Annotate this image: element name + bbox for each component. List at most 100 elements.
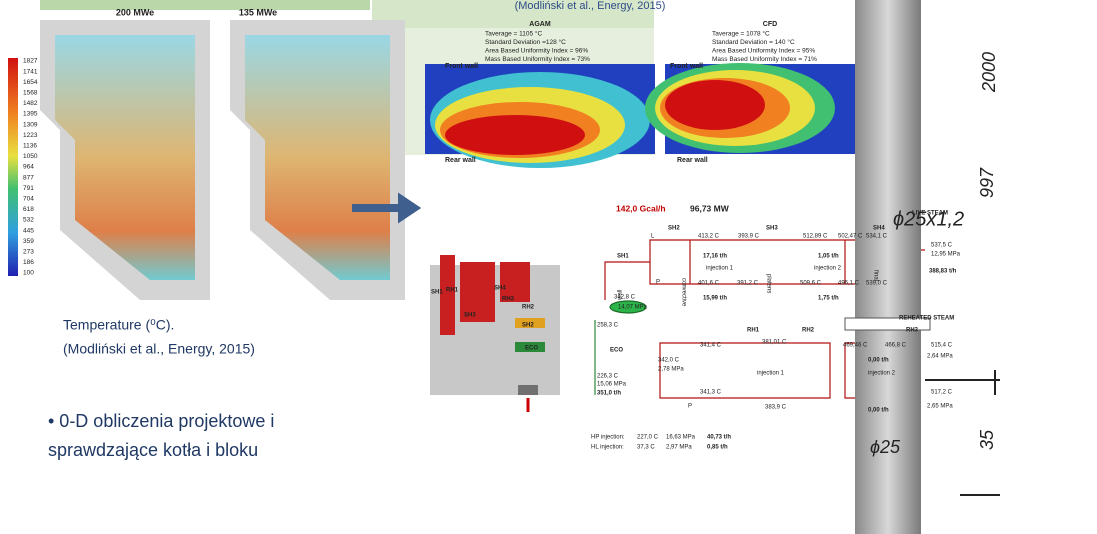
flow-label: injection 1 bbox=[706, 266, 734, 272]
component-label: RH2 bbox=[522, 305, 535, 311]
flow-label: injection 1 bbox=[757, 371, 785, 377]
stat: Taverage = 1078 °C bbox=[712, 30, 770, 38]
flow-label: 1,05 t/h bbox=[818, 254, 839, 260]
flow-label: SH1 bbox=[617, 254, 629, 260]
flow-label: 534,1 C bbox=[866, 234, 888, 240]
colorbar-label: 1654 bbox=[23, 79, 38, 86]
colorbar-label: 791 bbox=[23, 185, 34, 192]
dimension: ϕ25 bbox=[870, 437, 901, 457]
flow-label: 341,4 C bbox=[700, 343, 722, 349]
colorbar-label: 1482 bbox=[23, 100, 38, 107]
flow-label: 342,8 C bbox=[614, 295, 636, 301]
boiler-images bbox=[8, 20, 405, 300]
flow-label: 502,47 C bbox=[838, 234, 863, 240]
flow-label: convective bbox=[680, 278, 686, 307]
flow-label: RH2 bbox=[802, 328, 815, 334]
colorbar-label: 273 bbox=[23, 249, 34, 256]
caption: Temperature (⁰C). bbox=[63, 317, 174, 333]
slide: 200 MWe135 MWe18271741165415681482139513… bbox=[0, 0, 1097, 534]
flow-label: 351,0 t/h bbox=[597, 391, 621, 397]
flow-label: 12,95 MPa bbox=[931, 252, 961, 258]
flow-label: 466,8 C bbox=[885, 343, 907, 349]
flow-label: RH3 bbox=[906, 328, 919, 334]
flow-label: injection 2 bbox=[868, 371, 896, 377]
dimension: ϕ25x1,2 bbox=[893, 208, 964, 230]
colorbar-label: 1568 bbox=[23, 90, 38, 97]
flow-label: 342,0 C bbox=[658, 358, 680, 364]
stat: Mass Based Uniformity Index = 71% bbox=[712, 56, 817, 63]
technical-drawing bbox=[845, 0, 1000, 534]
flow-label: 509,6 C bbox=[800, 281, 822, 287]
caption: (Modliński et al., Energy, 2015) bbox=[515, 0, 666, 12]
panel-title: CFD bbox=[763, 21, 777, 28]
flow-label: 0,00 t/h bbox=[868, 358, 889, 364]
dimension: 35 bbox=[977, 429, 997, 450]
flow-label: 40,73 t/h bbox=[707, 435, 731, 441]
component-label: RH3 bbox=[502, 297, 515, 303]
colorbar-label: 1223 bbox=[23, 132, 38, 139]
colorbar-label: 359 bbox=[23, 238, 34, 245]
flow-label: 2,64 MPa bbox=[927, 354, 953, 360]
flow-label: 17,16 t/h bbox=[703, 254, 727, 260]
stat: Taverage = 1105 °C bbox=[485, 30, 543, 38]
flow-label: final bbox=[872, 270, 878, 281]
page: 200 MWe135 MWe18271741165415681482139513… bbox=[0, 0, 1097, 534]
flow-label: 2,65 MPa bbox=[927, 404, 953, 410]
colorbar-label: 1136 bbox=[23, 143, 37, 150]
colorbar-label: 532 bbox=[23, 217, 34, 224]
flow-label: 0,85 t/h bbox=[707, 445, 728, 451]
colorbar-label: 100 bbox=[23, 270, 34, 277]
colorbar-label: 1050 bbox=[23, 153, 38, 160]
flow-label: 15,99 t/h bbox=[703, 296, 727, 302]
component-label: ECO bbox=[525, 346, 538, 352]
flow-label: 539,0 C bbox=[866, 281, 888, 287]
flow-label: 383,9 C bbox=[765, 405, 787, 411]
flow-label: 496,1 C bbox=[838, 281, 860, 287]
flow-label: 517,2 C bbox=[931, 390, 953, 396]
stat: Area Based Uniformity Index = 96% bbox=[485, 48, 588, 55]
flow-label: SH2 bbox=[668, 226, 680, 232]
flow-label: HP injection: bbox=[591, 435, 625, 441]
stat: Standard Deviation =128 °C bbox=[485, 38, 566, 46]
flow-label: 537,5 C bbox=[931, 243, 953, 249]
flow-label: 16,63 MPa bbox=[666, 435, 696, 441]
flow-label: 391,2 C bbox=[737, 281, 759, 287]
colorbar-label: 1827 bbox=[23, 58, 38, 65]
flow-label: 341,3 C bbox=[700, 390, 722, 396]
flow-label: L bbox=[651, 234, 655, 240]
flow-label: 469,46 C bbox=[843, 343, 868, 349]
flow-label: SH3 bbox=[766, 226, 778, 232]
flow-label: platens bbox=[765, 274, 771, 293]
colorbar-label: 964 bbox=[23, 164, 34, 171]
component-label: SH1 bbox=[431, 290, 443, 296]
colorbar-label: 704 bbox=[23, 196, 34, 203]
flow-label: REHEATED STEAM bbox=[899, 316, 954, 322]
flow-label: 227,0 C bbox=[637, 435, 659, 441]
panel-label: 135 MWe bbox=[239, 7, 277, 17]
boiler-schematic bbox=[430, 255, 560, 412]
component-label: SH4 bbox=[494, 286, 506, 292]
dimension: 997 bbox=[977, 167, 997, 198]
flow-label: 393,9 C bbox=[738, 234, 760, 240]
colorbar-label: 445 bbox=[23, 227, 34, 234]
colorbar-label: 1309 bbox=[23, 121, 38, 128]
wall-label: Front wall bbox=[670, 63, 703, 70]
caption: (Modliński et al., Energy, 2015) bbox=[63, 341, 255, 357]
flow-label: 2,97 MPa bbox=[666, 445, 692, 451]
flow-label: 96,73 MW bbox=[690, 203, 730, 213]
flow-label: 388,83 t/h bbox=[929, 269, 957, 275]
flow-label: 2,78 MPa bbox=[658, 367, 684, 373]
flow-label: HL injection: bbox=[591, 445, 624, 451]
flow-label: injection 2 bbox=[814, 266, 842, 272]
flow-label: P bbox=[656, 280, 660, 286]
flow-label: 515,4 C bbox=[931, 343, 953, 349]
stat: Standard Deviation = 140 °C bbox=[712, 38, 795, 46]
component-label: RH1 bbox=[446, 288, 459, 294]
flow-label: SH4 bbox=[873, 226, 885, 232]
flow-label: 15,06 MPa bbox=[597, 382, 627, 388]
flow-label: 1,75 t/h bbox=[818, 296, 839, 302]
flow-label: P bbox=[688, 404, 692, 410]
flow-label: 0,00 t/h bbox=[868, 408, 889, 414]
wall-label: Rear wall bbox=[677, 157, 708, 164]
flow-label: 258,3 C bbox=[597, 323, 619, 329]
